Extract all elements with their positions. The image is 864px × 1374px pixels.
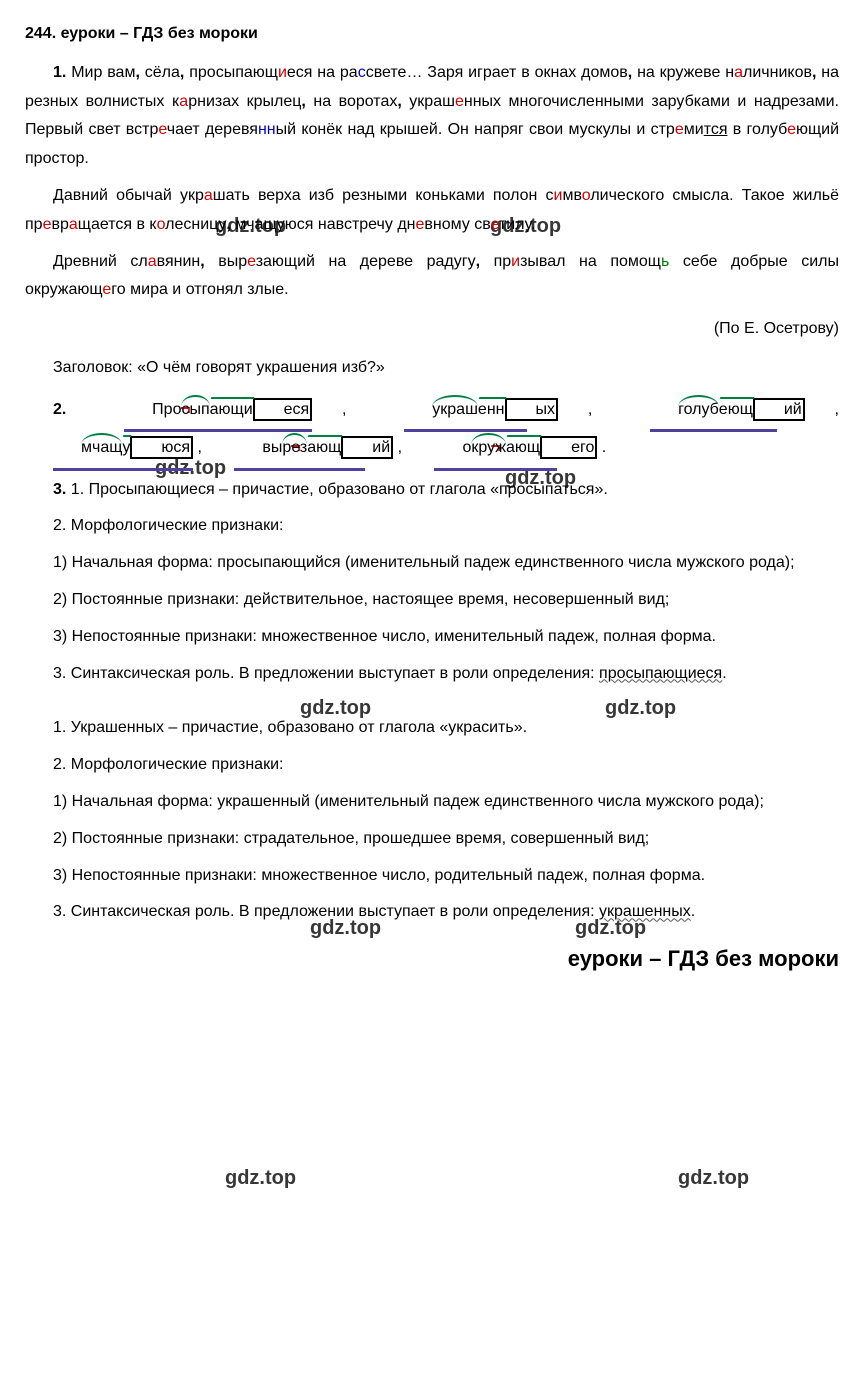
analysis2-line3: 1) Начальная форма: украшенный (именител… <box>25 788 839 817</box>
morpheme-word: голубеющий <box>622 391 805 429</box>
morpheme-word: окружающего <box>406 429 597 467</box>
analysis2-line5: 3) Непостоянные признаки: множественное … <box>25 862 839 891</box>
analysis2-line4: 2) Постоянные признаки: страдательное, п… <box>25 825 839 854</box>
analysis1-line4: 2) Постоянные признаки: действительное, … <box>25 586 839 615</box>
watermark: gdz.top <box>678 1160 749 1196</box>
footer: еуроки – ГДЗ без мороки <box>25 939 839 979</box>
analysis2-line1: 1. Украшенных – причастие, образовано от… <box>25 714 839 743</box>
analysis1-line6: 3. Синтаксическая роль. В предложении вы… <box>25 660 839 689</box>
analysis1-line2: 2. Морфологические признаки: <box>25 512 839 541</box>
paragraph-2: Давний обычай украшать верха изб резными… <box>25 182 839 240</box>
paragraph-1: 1. Мир вам, сёла, просыпающиеся на рассв… <box>25 59 839 174</box>
page-title: 244. еуроки – ГДЗ без мороки <box>25 20 839 49</box>
watermark: gdz.top <box>225 1160 296 1196</box>
attribution: (По Е. Осетрову) <box>25 315 839 344</box>
paragraph-3: Древний славянин, вырезающий на дереве р… <box>25 248 839 306</box>
section-2: 2. Просыпающиеся , украшенных , голубеющ… <box>25 391 839 468</box>
header-question: Заголовок: «О чём говорят украшения изб?… <box>25 354 839 383</box>
morpheme-word: мчащуюся <box>25 429 193 467</box>
analysis1-line3: 1) Начальная форма: просыпающийся (имени… <box>25 549 839 578</box>
analysis2-line2: 2. Морфологические признаки: <box>25 751 839 780</box>
morpheme-word: украшенных <box>376 391 558 429</box>
morpheme-word: Просыпающиеся <box>96 391 312 429</box>
morpheme-word: вырезающий <box>206 429 393 467</box>
analysis1-line1: 3. 1. Просыпающиеся – причастие, образов… <box>25 476 839 505</box>
analysis2-line6: 3. Синтаксическая роль. В предложении вы… <box>25 898 839 927</box>
analysis1-line5: 3) Непостоянные признаки: множественное … <box>25 623 839 652</box>
